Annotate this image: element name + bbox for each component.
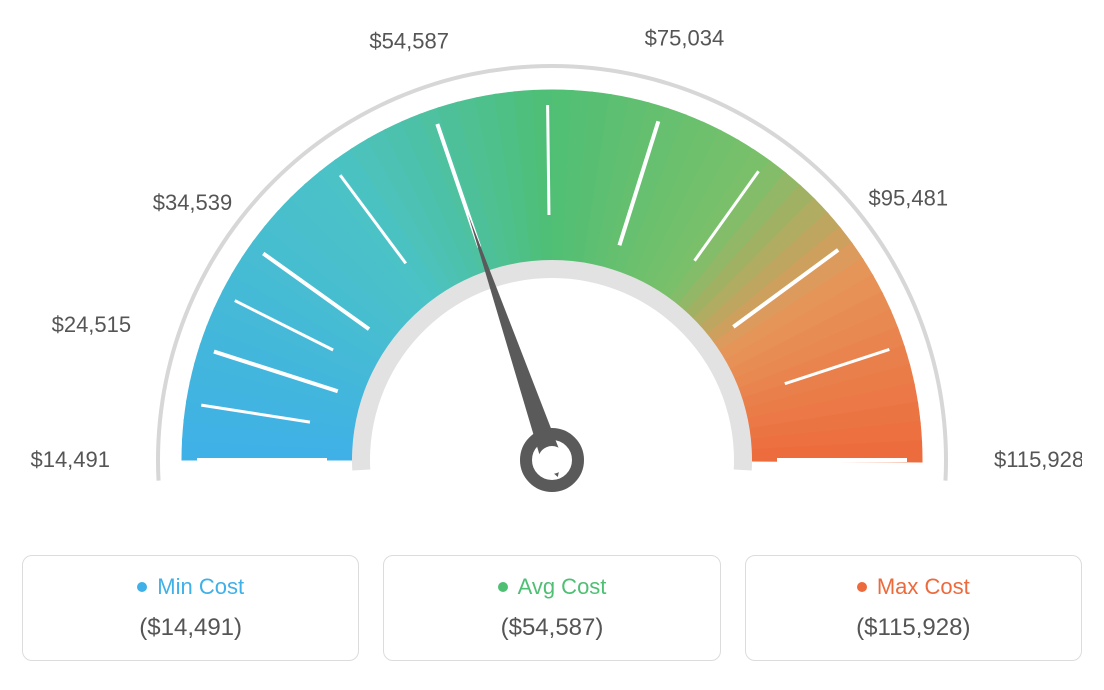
svg-text:$95,481: $95,481 [869, 185, 949, 210]
min-cost-label: Min Cost [157, 574, 244, 600]
svg-text:$115,928: $115,928 [994, 447, 1082, 472]
svg-text:$54,587: $54,587 [369, 29, 449, 54]
avg-dot-icon [498, 582, 508, 592]
avg-cost-card: Avg Cost ($54,587) [383, 555, 720, 661]
max-cost-value: ($115,928) [856, 614, 970, 642]
summary-row: Min Cost ($14,491) Avg Cost ($54,587) Ma… [22, 555, 1082, 661]
max-dot-icon [857, 582, 867, 592]
avg-cost-title: Avg Cost [498, 574, 607, 600]
min-cost-value: ($14,491) [139, 614, 242, 642]
max-cost-title: Max Cost [857, 574, 970, 600]
max-cost-label: Max Cost [877, 574, 970, 600]
min-cost-card: Min Cost ($14,491) [22, 555, 359, 661]
svg-text:$75,034: $75,034 [645, 25, 725, 50]
min-dot-icon [137, 582, 147, 592]
svg-text:$14,491: $14,491 [30, 447, 110, 472]
svg-text:$34,539: $34,539 [153, 190, 233, 215]
avg-cost-value: ($54,587) [501, 614, 604, 642]
avg-cost-label: Avg Cost [518, 574, 607, 600]
max-cost-card: Max Cost ($115,928) [745, 555, 1082, 661]
gauge-chart: $14,491 $24,515 $34,539 $54,587 $75,034 $95,4… [22, 20, 1082, 535]
min-cost-title: Min Cost [137, 574, 244, 600]
svg-text:$24,515: $24,515 [52, 312, 132, 337]
